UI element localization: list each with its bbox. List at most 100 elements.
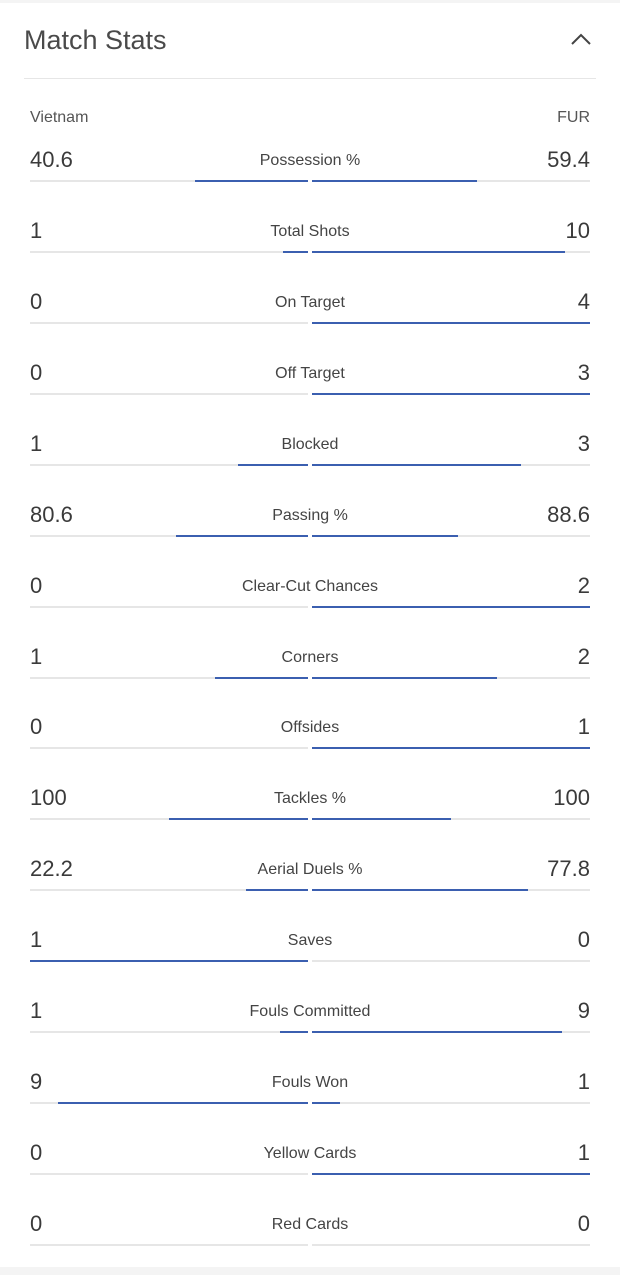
stat-row: 100 Tackles % 100 (30, 784, 590, 844)
away-bar-track (312, 676, 590, 679)
stat-label: Aerial Duels % (257, 861, 363, 879)
home-bar (176, 534, 308, 537)
stat-row: 1 Blocked 3 (30, 430, 590, 490)
collapse-button[interactable] (566, 25, 596, 55)
stat-row: 0 Yellow Cards 1 (30, 1139, 590, 1199)
away-bar-track (312, 180, 590, 182)
away-bar (312, 818, 451, 821)
away-bar-track (312, 534, 590, 537)
home-value: 0 (30, 1140, 43, 1166)
stat-row: 1 Corners 2 (30, 643, 590, 703)
chevron-up-icon (571, 33, 591, 45)
home-bar-track (30, 818, 308, 821)
stat-label: On Target (275, 293, 345, 311)
stat-label: Fouls Won (271, 1074, 349, 1092)
home-value: 1 (30, 643, 43, 669)
stat-row: 0 Offsides 1 (30, 713, 590, 773)
stat-label: Offsides (280, 719, 340, 737)
stat-label: Tackles % (273, 790, 347, 808)
match-stats-header: Match Stats (24, 3, 596, 79)
stat-row: 0 Off Target 3 (30, 359, 590, 419)
away-bar-track (312, 250, 590, 253)
home-bar (283, 250, 308, 253)
away-value: 0 (577, 927, 590, 953)
away-bar-track (312, 818, 590, 821)
match-stats-card: Match Stats Vietnam FUR 40.6 Possession %… (0, 3, 620, 1267)
stat-label: Possession % (259, 152, 361, 169)
away-value: 1 (577, 1140, 590, 1166)
home-bar-track (30, 605, 308, 608)
stat-label: Passing % (272, 506, 348, 524)
home-bar-track (30, 1031, 308, 1034)
home-value: 100 (30, 785, 67, 811)
stat-row: 40.6 Possession % 59.4 (30, 146, 590, 206)
away-value: 2 (577, 572, 590, 598)
stat-label: Off Target (275, 364, 345, 382)
away-bar-track (312, 321, 590, 324)
home-bar (280, 1031, 308, 1034)
home-value: 0 (30, 714, 43, 740)
away-bar (312, 250, 565, 253)
away-bar (312, 392, 590, 395)
away-bar-track (312, 463, 590, 466)
home-value: 0 (30, 288, 43, 314)
stat-row: 1 Fouls Committed 9 (30, 997, 590, 1057)
stat-label: Clear-Cut Chances (241, 577, 379, 595)
away-team-name: FUR (557, 109, 590, 126)
home-bar-track (30, 960, 308, 963)
away-bar-track (312, 1173, 590, 1176)
home-value: 0 (30, 572, 43, 598)
away-value: 10 (565, 217, 590, 243)
home-bar (30, 960, 308, 963)
away-value: 1 (577, 1069, 590, 1095)
home-bar-track (30, 889, 308, 892)
away-bar (312, 534, 458, 537)
stat-label: Saves (287, 932, 333, 950)
away-value: 0 (577, 1210, 590, 1236)
home-bar (238, 463, 308, 466)
home-value: 1 (30, 998, 43, 1024)
stat-label: Fouls Committed (249, 1003, 371, 1021)
away-bar-track (312, 1102, 590, 1105)
stat-row: 22.2 Aerial Duels % 77.8 (30, 855, 590, 915)
stat-row: 0 On Target 4 (30, 288, 590, 348)
home-bar-track (30, 534, 308, 537)
away-bar (312, 321, 590, 324)
stat-label: Total Shots (270, 222, 350, 240)
home-bar-track (30, 463, 308, 466)
home-bar (246, 889, 308, 892)
stat-label: Yellow Cards (263, 1145, 357, 1163)
away-bar (312, 1173, 590, 1176)
home-bar-track (30, 1243, 308, 1246)
home-value: 1 (30, 217, 43, 243)
home-value: 1 (30, 927, 43, 953)
away-bar (312, 605, 590, 608)
away-bar-track (312, 392, 590, 395)
away-bar (312, 180, 477, 182)
home-bar-track (30, 180, 308, 182)
away-value: 9 (577, 998, 590, 1024)
away-value: 3 (577, 359, 590, 385)
away-bar (312, 1031, 562, 1034)
home-bar-track (30, 747, 308, 750)
away-value: 88.6 (547, 501, 590, 527)
away-bar-track (312, 605, 590, 608)
page-title: Match Stats (24, 25, 167, 55)
home-bar-track (30, 321, 308, 324)
home-bar (169, 818, 308, 821)
away-value: 1 (577, 714, 590, 740)
away-value: 2 (577, 643, 590, 669)
stat-row: 1 Total Shots 10 (30, 217, 590, 277)
home-value: 0 (30, 1210, 43, 1236)
home-bar (58, 1102, 308, 1105)
away-value: 4 (577, 288, 590, 314)
stat-label: Corners (281, 648, 339, 666)
team-names: Vietnam FUR (30, 109, 590, 131)
home-value: 9 (30, 1069, 43, 1095)
home-bar-track (30, 250, 308, 253)
stat-row: 0 Red Cards 0 (30, 1210, 590, 1270)
home-value: 22.2 (30, 856, 73, 882)
home-value: 80.6 (30, 501, 73, 527)
stat-row: 1 Saves 0 (30, 926, 590, 986)
away-bar (312, 676, 497, 679)
